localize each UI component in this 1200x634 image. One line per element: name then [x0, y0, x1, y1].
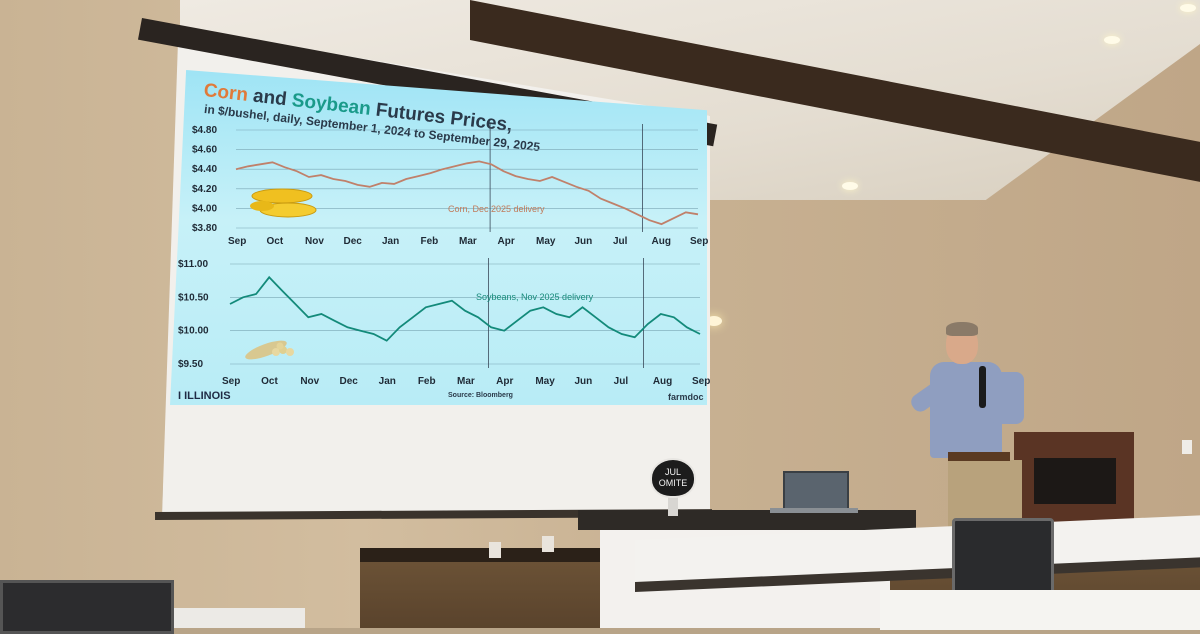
podium-panel — [1034, 458, 1116, 504]
soy-x-tick: Apr — [496, 376, 513, 387]
presenter-table — [578, 510, 916, 530]
slide-source: Source: Bloomberg — [448, 392, 513, 399]
corn-x-tick: May — [536, 236, 556, 247]
soybean-icon — [245, 340, 294, 360]
laptop — [783, 471, 849, 513]
table-sign: JUL OMITE — [650, 458, 696, 498]
corn-y-tick: $4.00 — [192, 203, 217, 214]
soy-x-tick: Feb — [418, 376, 436, 387]
corn-y-tick: $4.60 — [192, 145, 217, 156]
soy-series-line — [229, 275, 701, 342]
corn-x-tick: Jul — [613, 236, 628, 247]
wall-outlet — [542, 536, 554, 552]
soy-x-tick: Aug — [653, 376, 672, 387]
soy-x-tick: Mar — [457, 376, 475, 387]
microphone — [979, 366, 986, 408]
soy-y-tick: $11.00 — [178, 259, 208, 270]
corn-y-tick: $3.80 — [192, 223, 217, 234]
corn-series-line — [235, 160, 699, 226]
corn-x-tick: Mar — [459, 236, 477, 247]
corn-x-tick: Sep — [228, 236, 246, 247]
front-table — [880, 590, 1200, 630]
soy-chart: $11.00 $10.50 $10.00 $9.50 Sep Oct Nov Dec Jan Fe… — [178, 258, 710, 387]
corn-series-label: Corn, Dec 2025 delivery — [448, 204, 545, 214]
soy-x-tick: Dec — [340, 376, 359, 387]
corn-x-tick: Jun — [575, 236, 593, 247]
soy-y-tick: $10.00 — [178, 326, 209, 337]
corn-chart: $4.80 $4.60 $4.40 $4.20 $4.00 $3.80 Sep Oct Nov D… — [192, 124, 708, 247]
chair — [0, 580, 174, 634]
corn-x-tick: Aug — [652, 236, 671, 247]
illinois-logo: I ILLINOIS — [178, 390, 231, 402]
soy-y-tick: $9.50 — [178, 359, 203, 370]
table-sign-line-2: OMITE — [658, 478, 688, 488]
corn-x-tick: Sep — [690, 236, 708, 247]
corn-x-tick: Oct — [267, 236, 284, 247]
soy-x-tick: Sep — [222, 376, 240, 387]
soy-x-tick: Jun — [575, 376, 593, 387]
futures-charts: $4.80 $4.60 $4.40 $4.20 $4.00 $3.80 Sep Oct Nov D… — [178, 124, 710, 387]
ceiling-light — [842, 182, 858, 190]
farmdoc-logo: farmdoc — [668, 392, 704, 402]
corn-x-tick: Feb — [421, 236, 439, 247]
corn-y-tick: $4.20 — [192, 184, 217, 195]
soy-x-tick: Sep — [692, 376, 710, 387]
speaker-arm — [990, 372, 1024, 424]
sign-stand — [668, 496, 678, 516]
soy-x-tick: Nov — [300, 376, 319, 387]
wall-outlet — [489, 542, 501, 558]
corn-cob-icon — [250, 188, 317, 218]
corn-x-tick: Apr — [498, 236, 515, 247]
soy-y-tick: $10.50 — [178, 292, 209, 303]
table-sign-line-1: JUL — [664, 467, 681, 477]
soy-x-tick: Oct — [261, 376, 278, 387]
corn-x-tick: Dec — [344, 236, 363, 247]
laptop-base — [770, 508, 858, 513]
soy-x-tick: Jan — [379, 376, 396, 387]
front-table — [165, 608, 305, 628]
wall-light — [706, 316, 722, 326]
speaker-belt — [948, 452, 1010, 461]
speaker-hair — [946, 322, 978, 336]
thermostat — [1182, 440, 1192, 454]
soy-series-label: Soybeans, Nov 2025 delivery — [476, 292, 594, 302]
soy-x-tick: Jul — [614, 376, 629, 387]
corn-y-tick: $4.80 — [192, 125, 217, 136]
corn-x-tick: Nov — [305, 236, 324, 247]
soy-x-tick: May — [535, 376, 555, 387]
ceiling-light — [1180, 4, 1196, 12]
corn-y-tick: $4.40 — [192, 164, 217, 175]
corn-x-tick: Jan — [382, 236, 399, 247]
ceiling-light — [1104, 36, 1120, 44]
